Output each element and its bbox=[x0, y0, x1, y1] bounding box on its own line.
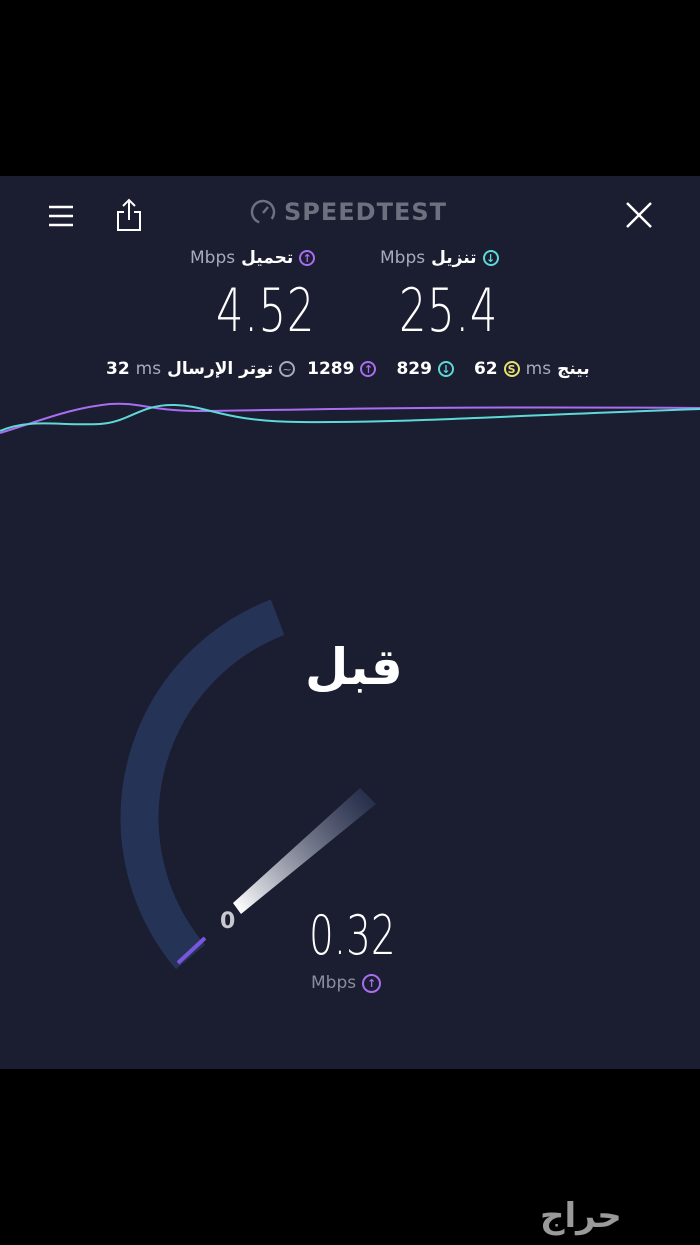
upload-graph-line bbox=[0, 402, 700, 434]
download-value: 25.4 bbox=[399, 276, 499, 346]
jitter-label: توتر الإرسال bbox=[167, 359, 274, 379]
ping-label: بينج bbox=[557, 359, 590, 379]
gauge-min-label: 0 bbox=[220, 909, 236, 934]
logo-text: SPEEDTEST bbox=[284, 198, 448, 226]
download-label-text: تنزيل bbox=[431, 248, 477, 268]
upload-arrow-icon: ↑ bbox=[362, 973, 382, 993]
latency-stats: 32 ms توتر الإرسال ~ 1289 ↑ 829 ↓ 62 S m… bbox=[106, 359, 596, 379]
download-label: Mbps تنزيل ↓ bbox=[380, 248, 499, 268]
download-arrow-icon: ↓ bbox=[482, 250, 499, 266]
share-icon[interactable] bbox=[116, 198, 142, 236]
gauge-progress-mark bbox=[176, 936, 207, 965]
jitter-icon: ~ bbox=[279, 361, 296, 377]
upload-label-text: تحميل bbox=[241, 248, 294, 268]
upload-latency-icon: ↑ bbox=[360, 361, 377, 377]
upload-value: 4.52 bbox=[216, 276, 316, 346]
speedtest-logo: SPEEDTEST bbox=[250, 198, 447, 226]
gauge-unit: Mbps ↑ bbox=[311, 973, 382, 993]
upload-latency: 1289 bbox=[307, 359, 355, 379]
gauge-arc bbox=[120, 599, 285, 970]
close-icon[interactable] bbox=[626, 202, 652, 232]
ping-icon: S bbox=[503, 361, 520, 377]
gauge-logo-icon bbox=[250, 199, 276, 225]
ping-unit: ms bbox=[525, 359, 552, 379]
speed-gauge bbox=[120, 599, 376, 970]
download-latency: 829 bbox=[396, 359, 432, 379]
upload-arrow-icon: ↑ bbox=[299, 250, 316, 266]
gauge-unit-text: Mbps bbox=[311, 973, 357, 993]
download-latency-icon: ↓ bbox=[437, 361, 454, 377]
gauge-needle bbox=[233, 788, 376, 914]
gauge-title: قبل bbox=[305, 638, 403, 696]
hamburger-menu-icon[interactable] bbox=[48, 204, 74, 232]
gauge-current-value: 0.32 bbox=[309, 904, 396, 967]
speedtest-app: SPEEDTEST Mbps تحميل ↑ Mbps تنزيل ↓ 4.52… bbox=[0, 176, 700, 1069]
download-graph-line bbox=[0, 403, 700, 432]
upload-unit: Mbps bbox=[190, 248, 236, 268]
haraj-watermark-logo: حراج bbox=[540, 1196, 622, 1236]
upload-label: Mbps تحميل ↑ bbox=[190, 248, 316, 268]
jitter-value: 32 bbox=[106, 359, 130, 379]
ping-value: 62 bbox=[473, 359, 498, 379]
download-unit: Mbps bbox=[380, 248, 426, 268]
jitter-unit: ms bbox=[135, 359, 162, 379]
speed-graph bbox=[0, 402, 700, 434]
